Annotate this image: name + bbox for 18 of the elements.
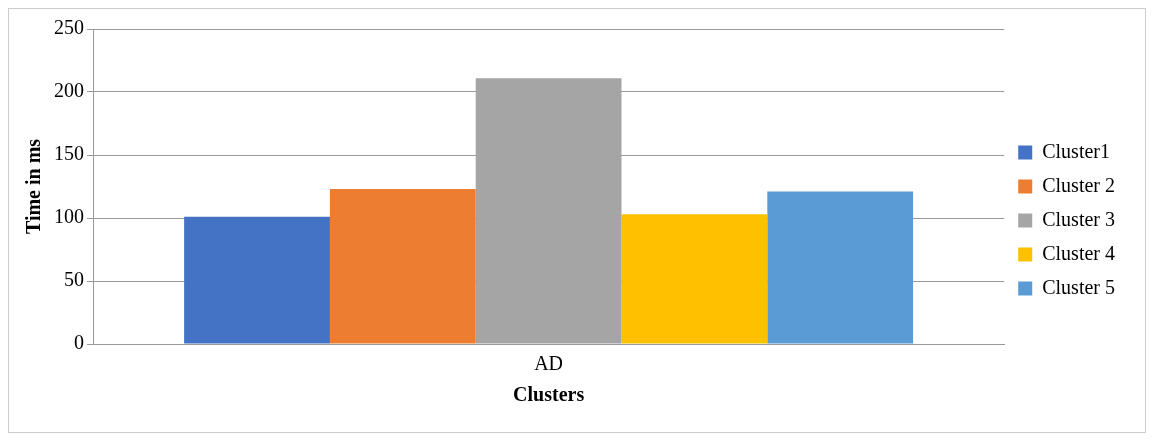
y-tick-label: 50 xyxy=(64,268,84,291)
legend-label: Cluster 5 xyxy=(1042,275,1116,298)
bar xyxy=(767,191,914,344)
legend-label: Cluster 4 xyxy=(1042,241,1116,264)
x-tick-label: AD xyxy=(534,352,564,375)
y-axis-title: Time in ms xyxy=(22,138,45,235)
y-tick-label: 100 xyxy=(54,205,84,228)
x-axis-title: Clusters xyxy=(513,383,585,406)
bar xyxy=(184,216,330,344)
bar xyxy=(329,189,476,344)
y-tick-label: 250 xyxy=(54,16,84,39)
y-tick-label: 0 xyxy=(74,331,84,354)
y-tick-label: 200 xyxy=(54,79,84,102)
bar xyxy=(621,214,768,344)
y-tick-label: 150 xyxy=(54,142,84,165)
legend-label: Cluster 3 xyxy=(1042,207,1116,230)
legend-label: Cluster 2 xyxy=(1042,173,1116,196)
legend-label: Cluster1 xyxy=(1042,139,1111,162)
